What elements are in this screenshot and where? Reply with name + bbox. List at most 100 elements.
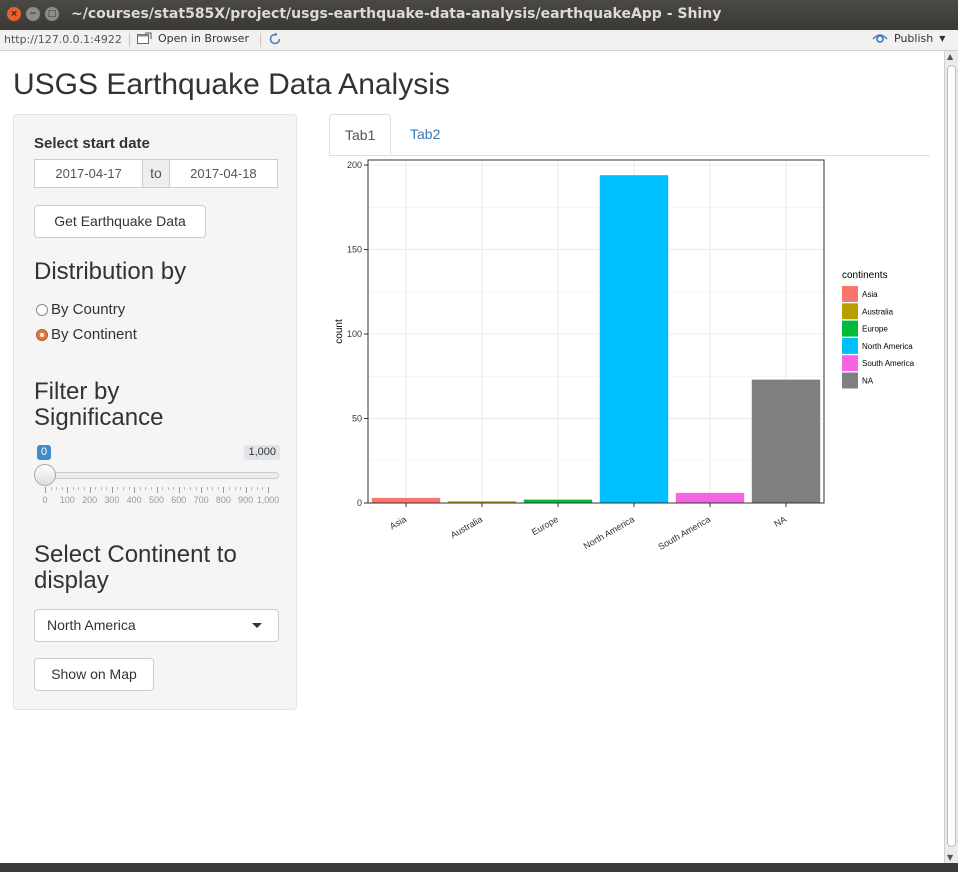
slider-tick-label: 300	[104, 495, 120, 505]
y-tick-label: 150	[347, 245, 362, 255]
significance-slider[interactable]: 0 1,000 0 100 200 300 400 500 600 700 800 900 1,00…	[34, 445, 280, 505]
legend-title: continents	[842, 270, 888, 281]
slider-tick	[61, 487, 63, 490]
scroll-down-icon[interactable]: ▼	[947, 853, 954, 862]
slider-tick	[245, 487, 247, 493]
legend-label: Asia	[862, 290, 878, 299]
publish-icon	[872, 33, 888, 43]
slider-tick-label: 0	[42, 495, 48, 505]
slider-tick	[106, 487, 108, 490]
slider-tick-label: 600	[171, 495, 187, 505]
legend-key	[842, 303, 858, 320]
slider-tick	[78, 487, 80, 490]
vertical-scrollbar[interactable]: ▲ ▼	[944, 51, 958, 863]
app-page: USGS Earthquake Data Analysis Select sta…	[0, 51, 944, 863]
bar-na	[751, 379, 821, 503]
scroll-up-icon[interactable]: ▲	[947, 52, 954, 61]
continent-select-value: North America	[47, 617, 136, 633]
chevron-down-icon: ▼	[939, 34, 946, 43]
slider-tick	[162, 487, 164, 490]
page-title: USGS Earthquake Data Analysis	[13, 68, 450, 101]
legend-key	[842, 320, 858, 337]
slider-value-badge: 0	[37, 445, 52, 460]
open-in-browser-button[interactable]: Open in Browser	[137, 32, 249, 45]
window-titlebar: × − □ ~/courses/stat585X/project/usgs-ea…	[0, 0, 958, 30]
date-from-input[interactable]: 2017-04-17	[34, 159, 144, 188]
slider-tick	[251, 487, 253, 490]
slider-track[interactable]	[34, 472, 279, 479]
minimize-window-button[interactable]: −	[26, 7, 40, 21]
slider-tick	[123, 487, 125, 490]
publish-label: Publish	[894, 32, 934, 45]
slider-tick	[228, 487, 230, 490]
continent-select[interactable]: North America	[34, 609, 279, 642]
slider-tick	[150, 487, 152, 490]
slider-tick	[268, 487, 269, 493]
slider-tick	[167, 487, 169, 490]
slider-tick	[134, 487, 136, 493]
open-in-browser-label: Open in Browser	[158, 32, 249, 45]
tab-tab2[interactable]: Tab2	[410, 126, 441, 142]
slider-tick	[206, 487, 208, 490]
slider-tick-label: 800	[215, 495, 231, 505]
slider-tick	[256, 487, 258, 490]
bar-asia	[371, 497, 441, 503]
legend-label: Australia	[862, 307, 894, 316]
plot-background	[368, 160, 824, 503]
legend-label: South America	[862, 359, 915, 368]
legend-key	[842, 372, 858, 389]
slider-tick-label: 400	[126, 495, 142, 505]
slider-tick	[195, 487, 197, 490]
slider-tick	[217, 487, 219, 490]
slider-tick	[223, 487, 225, 493]
maximize-window-button[interactable]: □	[45, 7, 59, 21]
get-earthquake-data-button[interactable]: Get Earthquake Data	[34, 205, 206, 238]
y-tick-label: 200	[347, 160, 362, 170]
bar-europe	[523, 499, 593, 503]
caret-down-icon	[252, 623, 262, 628]
bar-north-america	[599, 175, 669, 503]
date-to-input[interactable]: 2017-04-18	[168, 159, 279, 188]
continent-heading-line1: Select Continent to	[34, 541, 237, 568]
legend-key	[842, 286, 858, 302]
refresh-icon[interactable]	[268, 32, 282, 46]
window-bottom-edge	[0, 863, 958, 872]
plot-border	[367, 159, 825, 504]
slider-tick	[262, 487, 264, 490]
x-tick-label: Australia	[449, 514, 484, 540]
slider-handle[interactable]	[34, 464, 56, 486]
slider-tick	[178, 487, 180, 493]
slider-tick-label: 1,000	[256, 495, 280, 505]
x-tick-label: North America	[582, 514, 636, 551]
slider-tick	[72, 487, 74, 490]
viewer-toolbar: http://127.0.0.1:4922 Open in Browser Pu…	[0, 30, 958, 51]
x-tick-label: NA	[772, 514, 788, 529]
slider-tick	[50, 487, 52, 490]
filter-heading-line1: Filter by	[34, 378, 120, 405]
slider-tick	[156, 487, 158, 493]
legend-label: Europe	[862, 325, 888, 334]
legend-key	[842, 337, 858, 354]
slider-max-badge: 1,000	[244, 445, 280, 460]
slider-tick	[240, 487, 242, 490]
slider-tick	[173, 487, 175, 490]
scrollbar-thumb[interactable]	[947, 65, 956, 847]
bar-south-america	[675, 492, 745, 503]
close-window-button[interactable]: ×	[7, 7, 21, 21]
tab-tab1[interactable]: Tab1	[329, 114, 392, 155]
bar-australia	[447, 501, 517, 503]
slider-tick	[84, 487, 86, 490]
slider-tick	[95, 487, 97, 490]
url-label: http://127.0.0.1:4922	[4, 33, 122, 46]
radio-by-country[interactable]: By Country	[36, 301, 125, 318]
browser-window-icon	[137, 32, 152, 44]
radio-by-continent[interactable]: By Continent	[36, 326, 137, 343]
filter-heading-line2: Significance	[34, 404, 164, 431]
tab-bar: Tab1 Tab2	[329, 114, 930, 156]
publish-button[interactable]: Publish ▼	[872, 32, 945, 45]
date-range-input: 2017-04-17 to 2017-04-18	[34, 159, 279, 188]
show-on-map-button[interactable]: Show on Map	[34, 658, 154, 691]
radio-unchecked-icon	[36, 303, 48, 316]
slider-tick	[100, 487, 102, 490]
legend-label: NA	[862, 377, 874, 386]
